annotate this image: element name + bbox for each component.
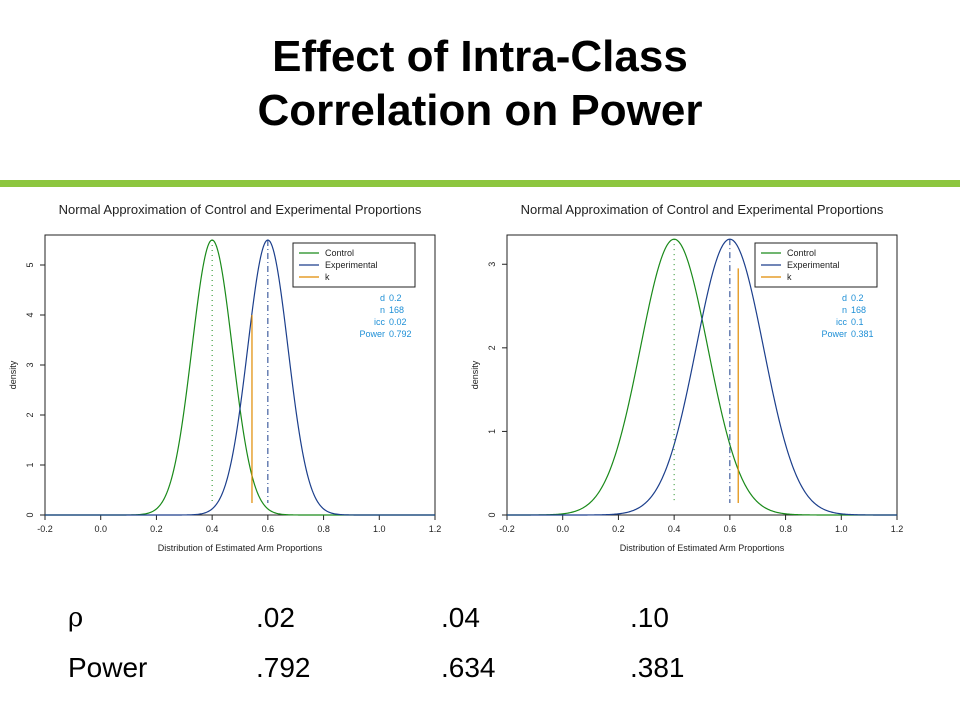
y-tick-label: 0 xyxy=(487,512,497,517)
x-tick-label: 1.0 xyxy=(373,524,386,534)
y-tick-label: 1 xyxy=(487,429,497,434)
parameter-value: 0.2 xyxy=(851,293,864,303)
slide-title: Effect of Intra-Class Correlation on Pow… xyxy=(0,30,960,138)
y-tick-label: 3 xyxy=(25,362,35,367)
x-tick-label: 1.2 xyxy=(891,524,904,534)
chart-left-svg: Normal Approximation of Control and Expe… xyxy=(8,202,442,553)
plot-frame xyxy=(506,234,898,516)
parameter-label: n xyxy=(380,305,385,315)
parameter-value: 168 xyxy=(851,305,866,315)
x-tick-label: 0.4 xyxy=(668,524,681,534)
parameter-label: n xyxy=(842,305,847,315)
y-axis-label: density xyxy=(470,360,480,389)
power-value-3: .381 xyxy=(630,652,685,683)
rho-symbol: ρ xyxy=(68,603,84,633)
x-tick-label: 0.8 xyxy=(779,524,792,534)
x-tick-label: 0.0 xyxy=(556,524,569,534)
power-row: Power .792 .634 .381 xyxy=(0,648,960,688)
x-tick-label: -0.2 xyxy=(37,524,53,534)
parameter-label: Power xyxy=(359,329,385,339)
x-tick-label: 0.4 xyxy=(206,524,219,534)
parameter-value: 0.381 xyxy=(851,329,874,339)
parameter-value: 0.02 xyxy=(389,317,407,327)
x-axis-label: Distribution of Estimated Arm Proportion… xyxy=(620,543,785,553)
power-value-2: .634 xyxy=(441,652,496,683)
x-tick-label: 0.6 xyxy=(262,524,275,534)
y-tick-label: 3 xyxy=(487,262,497,267)
plot-frame xyxy=(44,234,436,516)
legend-entry: Experimental xyxy=(325,260,378,270)
rho-value-2: .04 xyxy=(441,602,480,633)
y-axis-label: density xyxy=(8,360,18,389)
rho-value-1: .02 xyxy=(256,602,295,633)
density-curve-experimental xyxy=(507,238,897,516)
parameter-label: Power xyxy=(821,329,847,339)
chart-title: Normal Approximation of Control and Expe… xyxy=(521,202,884,217)
x-tick-label: 1.0 xyxy=(835,524,848,534)
chart-right-svg: Normal Approximation of Control and Expe… xyxy=(470,202,904,553)
y-tick-label: 1 xyxy=(25,462,35,467)
x-tick-label: 0.6 xyxy=(724,524,737,534)
parameter-label: d xyxy=(842,293,847,303)
legend-entry: k xyxy=(325,272,330,282)
results-table: ρ .02 .04 .10 Power .792 .634 .381 xyxy=(0,590,960,700)
chart-right: Normal Approximation of Control and Expe… xyxy=(462,195,932,565)
rho-row: ρ .02 .04 .10 xyxy=(0,598,960,638)
power-label: Power xyxy=(68,652,148,683)
y-tick-label: 2 xyxy=(25,412,35,417)
title-line-1: Effect of Intra-Class xyxy=(272,32,688,81)
parameter-value: 0.792 xyxy=(389,329,412,339)
x-axis-label: Distribution of Estimated Arm Proportion… xyxy=(158,543,323,553)
x-tick-label: 0.0 xyxy=(94,524,107,534)
title-line-2: Correlation on Power xyxy=(257,86,703,135)
power-value-1: .792 xyxy=(256,652,311,683)
chart-title: Normal Approximation of Control and Expe… xyxy=(59,202,422,217)
density-curve-experimental xyxy=(45,239,435,516)
chart-left: Normal Approximation of Control and Expe… xyxy=(0,195,470,565)
y-tick-label: 5 xyxy=(25,262,35,267)
parameter-value: 168 xyxy=(389,305,404,315)
x-tick-label: 1.2 xyxy=(429,524,442,534)
legend-entry: Control xyxy=(787,248,816,258)
parameter-label: icc xyxy=(374,317,385,327)
x-tick-label: -0.2 xyxy=(499,524,515,534)
accent-divider xyxy=(0,180,960,187)
x-tick-label: 0.2 xyxy=(612,524,625,534)
parameter-label: d xyxy=(380,293,385,303)
legend-entry: Control xyxy=(325,248,354,258)
legend-entry: k xyxy=(787,272,792,282)
parameter-value: 0.1 xyxy=(851,317,864,327)
x-tick-label: 0.8 xyxy=(317,524,330,534)
y-tick-label: 0 xyxy=(25,512,35,517)
legend-entry: Experimental xyxy=(787,260,840,270)
y-tick-label: 2 xyxy=(487,345,497,350)
x-tick-label: 0.2 xyxy=(150,524,163,534)
parameter-value: 0.2 xyxy=(389,293,402,303)
parameter-label: icc xyxy=(836,317,847,327)
rho-value-3: .10 xyxy=(630,602,669,633)
y-tick-label: 4 xyxy=(25,312,35,317)
